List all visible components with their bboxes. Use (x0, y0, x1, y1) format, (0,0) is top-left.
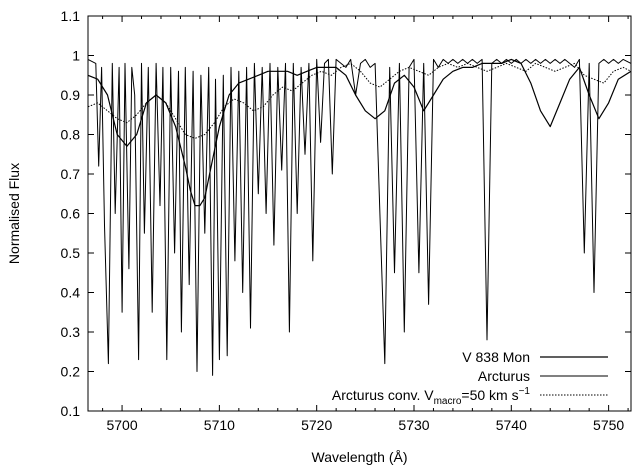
legend-label-arcturus: Arcturus (478, 368, 530, 384)
legend-label-arcturus-conv: Arcturus conv. Vmacro=50 km s−1 (332, 386, 531, 407)
x-tick-label: 5720 (301, 417, 332, 433)
y-tick-label: 0.1 (61, 403, 81, 419)
x-axis-label: Wavelength (Å) (312, 449, 408, 465)
y-tick-label: 0.2 (61, 364, 81, 380)
y-tick-label: 0.7 (61, 166, 81, 182)
y-axis-label: Normalised Flux (6, 163, 22, 264)
y-tick-label: 0.3 (61, 324, 81, 340)
x-tick-label: 5710 (204, 417, 235, 433)
y-tick-label: 0.5 (61, 245, 81, 261)
series-arcturus-line (88, 58, 631, 376)
x-tick-label: 5700 (106, 417, 137, 433)
legend-label-prefix: Arcturus conv. V (332, 387, 434, 403)
y-tick-label: 0.8 (61, 127, 81, 143)
legend: V 838 Mon Arcturus Arcturus conv. Vmacro… (332, 349, 608, 407)
legend-label-superscript: −1 (519, 386, 531, 397)
plot-frame (87, 15, 632, 412)
legend-label-v838mon: V 838 Mon (462, 349, 530, 365)
y-tick-label: 0.9 (61, 87, 81, 103)
x-tick-label: 5750 (593, 417, 624, 433)
legend-label-mid: =50 km s (461, 387, 518, 403)
x-axis-ticks: 5700 5710 5720 5730 5740 5750 (102, 16, 629, 433)
y-tick-label: 0.4 (61, 285, 81, 301)
x-tick-label: 5730 (398, 417, 429, 433)
plot-series-group (88, 58, 631, 376)
y-tick-label: 1.1 (61, 8, 81, 24)
y-tick-label: 1 (72, 48, 80, 64)
x-tick-label: 5740 (496, 417, 527, 433)
y-tick-label: 0.6 (61, 206, 81, 222)
series-arcturus-conv-line (88, 62, 631, 139)
legend-label-subscript: macro (434, 396, 462, 407)
y-axis-ticks: 0.1 0.2 0.3 0.4 0.5 0.6 0.7 0.8 0.9 1 1.1 (61, 8, 631, 419)
